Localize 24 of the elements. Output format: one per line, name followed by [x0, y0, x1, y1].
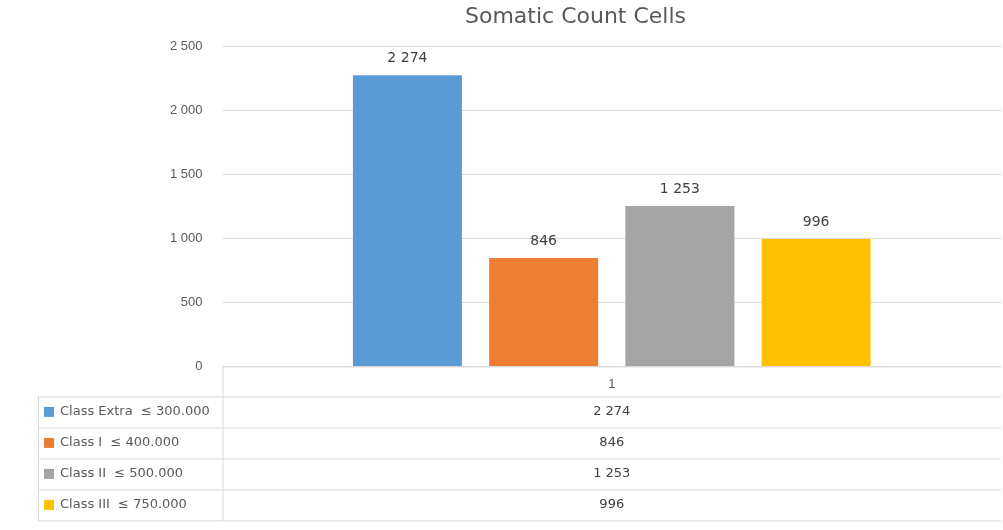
text: 1 253 — [593, 465, 631, 481]
bar — [489, 258, 599, 366]
data-label: 1 253 — [659, 179, 700, 196]
y-tick-label: 1 500 — [169, 165, 203, 181]
legend-label: Class II ≤ 500.000 — [60, 465, 184, 481]
text: 996 — [599, 496, 625, 512]
bar — [761, 238, 871, 366]
y-tick-label: 0 — [195, 357, 203, 373]
bar — [352, 75, 462, 366]
legend-label: Class I ≤ 400.000 — [60, 434, 180, 450]
y-tick-label: 500 — [180, 293, 203, 309]
data-label: 2 274 — [387, 48, 428, 65]
legend-label: Class Extra ≤ 300.000 — [60, 403, 210, 419]
data-label: 846 — [530, 231, 558, 248]
text: 846 — [599, 434, 625, 450]
y-tick-label: 2 500 — [169, 37, 203, 53]
x-tick-label: 1 — [608, 375, 616, 391]
text: 2 274 — [593, 403, 631, 419]
chart-title: Somatic Count Cells — [464, 2, 687, 28]
y-tick-label: 2 000 — [169, 101, 203, 117]
bar — [625, 206, 735, 366]
y-tick-label: 1 000 — [169, 229, 203, 245]
legend-label: Class III ≤ 750.000 — [60, 496, 187, 512]
data-label: 996 — [802, 212, 830, 229]
